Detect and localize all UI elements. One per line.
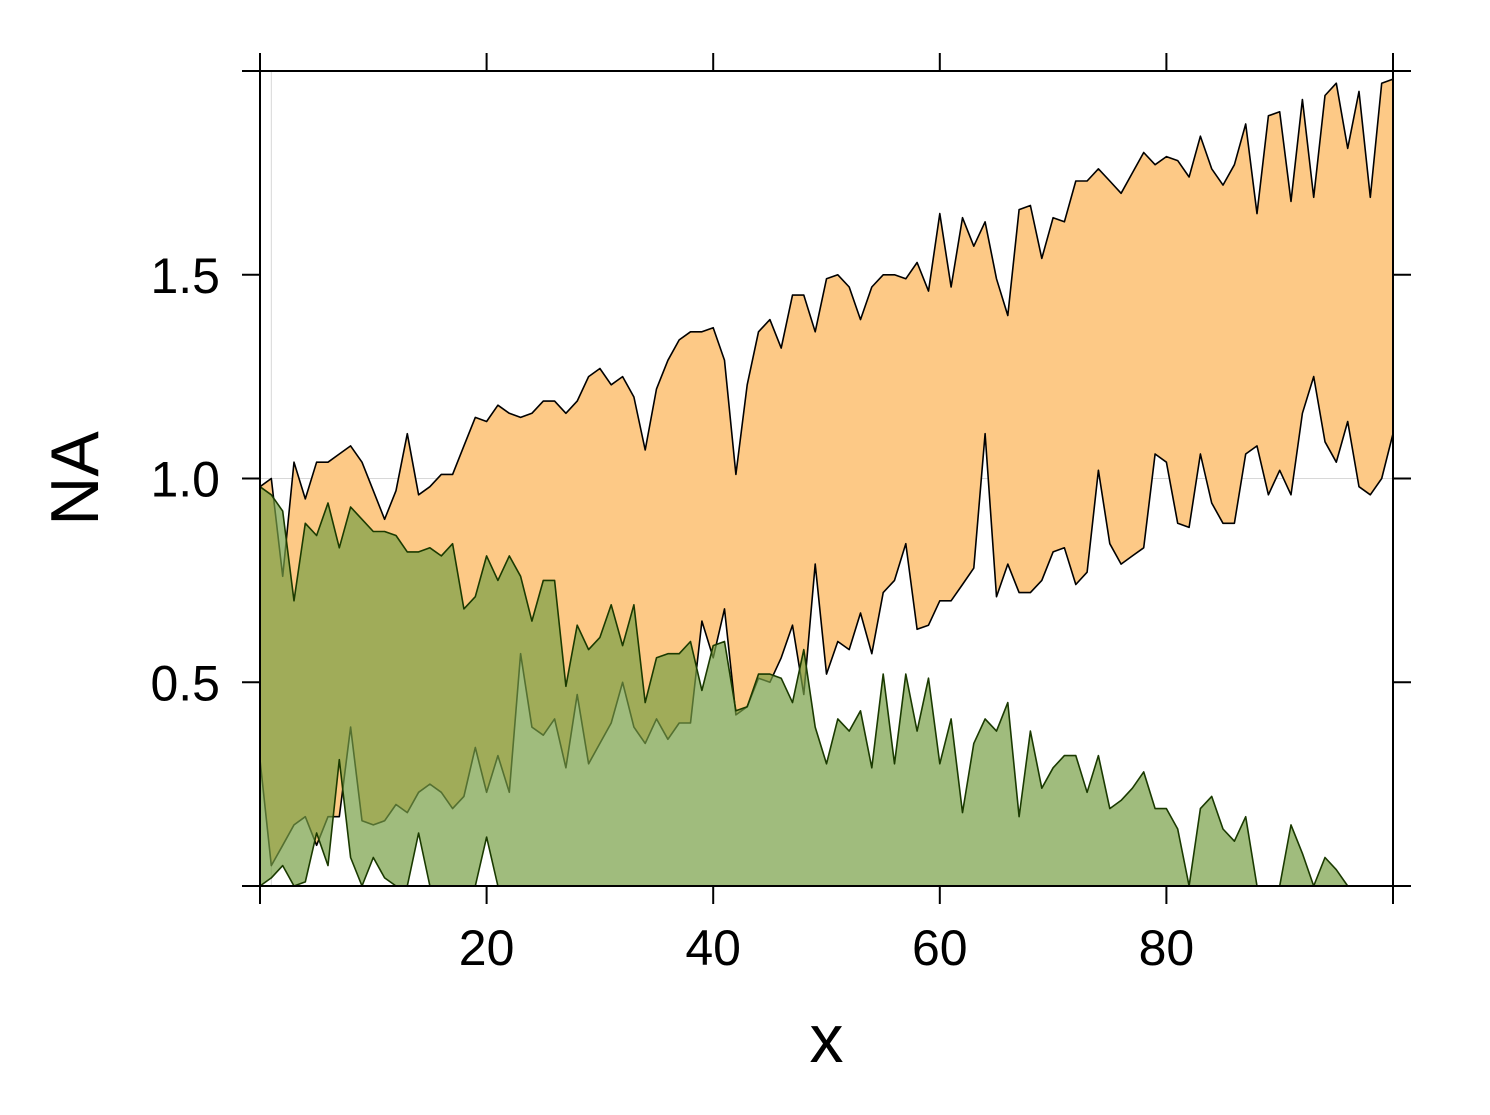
x-tick-label: 40 — [685, 920, 741, 976]
area-bands — [259, 78, 1394, 887]
x-tick-labels: 20 40 60 80 — [459, 920, 1194, 976]
x-tick-label: 60 — [912, 920, 968, 976]
axis-ticks — [242, 53, 1411, 904]
y-tick-labels: 0.5 1.0 1.5 — [150, 248, 220, 712]
x-tick-label: 20 — [459, 920, 515, 976]
x-axis-title: x — [810, 1001, 844, 1077]
x-tick-label: 80 — [1139, 920, 1195, 976]
y-axis-title: NA — [37, 431, 113, 526]
y-tick-label: 1.5 — [150, 248, 220, 304]
y-tick-label: 1.0 — [150, 452, 220, 508]
y-tick-label: 0.5 — [150, 655, 220, 711]
